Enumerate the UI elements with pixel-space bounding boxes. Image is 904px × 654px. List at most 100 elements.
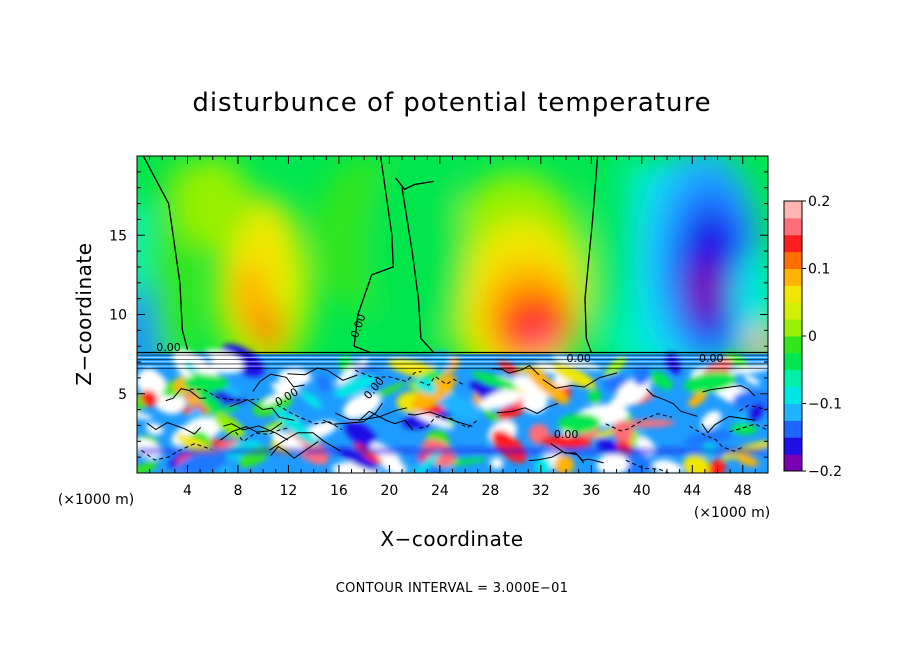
colorbar-swatch <box>784 403 802 421</box>
upper-field <box>137 156 768 473</box>
x-tick-label: 40 <box>633 483 651 499</box>
y-axis-label: Z−coordinate <box>72 242 96 385</box>
field-blob <box>344 420 377 449</box>
contour-line <box>491 364 540 376</box>
contour-line <box>420 375 464 386</box>
contour-zero <box>353 156 394 354</box>
colorbar-swatch <box>784 437 802 455</box>
field-blob <box>214 413 245 438</box>
field-blob <box>278 368 312 386</box>
field-blob <box>479 387 527 410</box>
x-unit-left: (×1000 m) <box>58 492 134 508</box>
contour-label: 0.00 <box>554 428 579 441</box>
field-blob <box>632 365 651 386</box>
x-tick-label: 4 <box>183 483 192 499</box>
x-tick-label: 44 <box>683 483 701 499</box>
contour-line <box>542 372 618 389</box>
colorbar-swatch <box>784 268 802 286</box>
field-blob <box>744 375 760 385</box>
field-blob <box>525 366 569 405</box>
colorbar-tick-label: 0.2 <box>808 194 830 210</box>
contour-lines: 0.000.000.000.000.00 0.000.00 <box>137 156 768 473</box>
field-blob <box>351 366 383 374</box>
contour-interval-note: CONTOUR INTERVAL = 3.000E−01 <box>336 581 569 596</box>
field-blob <box>141 372 166 396</box>
colorbar-swatch <box>784 420 802 438</box>
field-blob <box>334 374 376 398</box>
contour-line <box>220 422 283 441</box>
lower-field-blobs <box>137 344 768 473</box>
colorbar-swatch <box>784 234 802 253</box>
field-blob <box>137 447 768 455</box>
contour-line <box>407 411 473 427</box>
contour-line <box>146 422 202 435</box>
colorbar-swatch <box>784 369 802 388</box>
contour-label: 0.00 <box>156 341 181 354</box>
contour-line <box>625 459 671 473</box>
contour-line <box>229 399 295 421</box>
field-blob <box>587 388 602 404</box>
contour-line <box>141 443 212 461</box>
colorbar-tick-label: −0.2 <box>808 464 842 480</box>
field-blob <box>557 413 601 434</box>
contour-label: 0.00 <box>566 352 591 365</box>
field-blob <box>732 390 768 413</box>
colorbar-swatch <box>784 352 802 371</box>
y-tick-label: 5 <box>118 387 127 403</box>
plot-field: 0.000.000.000.000.00 0.000.00 <box>137 156 768 473</box>
contour-line <box>270 441 319 459</box>
colorbar-tick-label: −0.1 <box>808 397 842 413</box>
field-blob <box>471 371 518 391</box>
contour-zero <box>401 187 435 353</box>
field-blob <box>364 156 465 362</box>
field-blob <box>176 452 227 473</box>
chart-title: disturbunce of potential temperature <box>192 88 711 118</box>
contour-line <box>335 407 408 421</box>
contour-line <box>354 369 422 383</box>
x-tick-label: 24 <box>431 483 449 499</box>
colorbar-swatch <box>784 319 802 337</box>
contour-line <box>496 403 558 414</box>
colorbar-swatch <box>784 386 802 404</box>
x-axis-label: X−coordinate <box>380 527 523 551</box>
x-tick-label: 32 <box>532 483 550 499</box>
contour-line <box>739 404 768 412</box>
y-tick-label: 15 <box>109 228 127 244</box>
x-unit-right: (×1000 m) <box>694 505 770 521</box>
field-blob <box>701 410 722 430</box>
contour-line <box>223 423 289 441</box>
field-blob <box>137 461 158 473</box>
field-blob <box>370 382 406 400</box>
contour-line <box>276 404 343 431</box>
field-blob <box>596 453 629 473</box>
contour-line <box>689 425 744 452</box>
field-blob <box>726 364 768 375</box>
contour-line <box>550 443 604 464</box>
contour-line <box>419 416 478 429</box>
field-blob <box>520 330 562 356</box>
field-blob <box>687 259 723 323</box>
field-blob <box>688 390 707 408</box>
colorbar-swatch <box>784 251 802 269</box>
field-blob <box>412 450 442 473</box>
colorbar-tick-label: 0 <box>808 329 817 345</box>
colorbar-swatch <box>784 454 802 472</box>
colorbar-swatch <box>784 217 802 236</box>
contour-line <box>287 367 358 381</box>
contour-line <box>702 385 756 397</box>
field-blob <box>286 428 329 465</box>
colorbar-swatch <box>784 336 802 354</box>
field-blob <box>490 457 504 470</box>
colorbar: 0.2 0.1 0 −0.1 −0.2 <box>783 194 842 480</box>
field-blob <box>437 393 481 421</box>
field-blob <box>682 454 711 473</box>
field-blob <box>732 251 768 347</box>
field-blob <box>652 459 682 473</box>
field-blob <box>534 457 552 473</box>
field-blob <box>334 358 369 386</box>
x-tick-label: 16 <box>330 483 348 499</box>
contour-line <box>165 388 207 402</box>
contour-line <box>701 415 756 434</box>
colorbar-swatch <box>784 201 802 219</box>
